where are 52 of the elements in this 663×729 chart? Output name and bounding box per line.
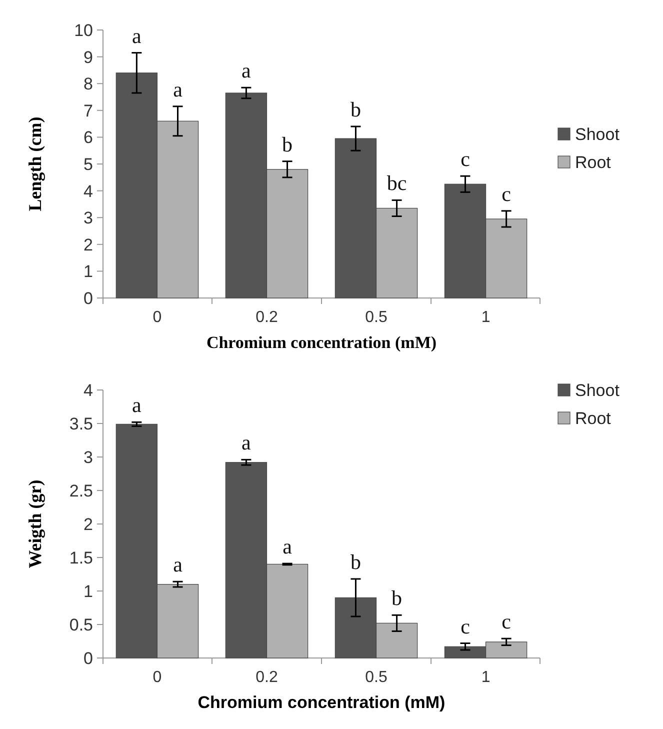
annotation: a [132,393,142,418]
annotation: b [350,97,361,122]
y-tick-label: 2 [84,235,93,254]
annotation: b [350,550,361,574]
annotation: c [502,610,511,634]
y-tick-label: 10 [74,20,93,40]
annotation: c [460,614,470,638]
annotation: b [392,586,402,610]
x-tick-label: 0 [152,309,162,326]
x-tick-label: 0.5 [365,309,388,326]
annotation: a [242,58,252,83]
y-tick-label: 7 [84,101,93,120]
y-tick-label: 1.5 [69,548,93,568]
legend-label: Root [575,152,612,172]
y-axis-title: Length (cm) [25,116,45,212]
y-tick-label: 3 [84,448,93,467]
annotation: c [460,147,470,172]
y-tick-label: 0.5 [69,615,93,634]
annotation: a [132,24,142,48]
y-tick-label: 6 [84,128,93,148]
y-axis-title: Weigth (gr) [25,480,45,568]
annotation: a [173,77,184,102]
annotation: bc [386,171,407,196]
y-tick-label: 3.5 [69,414,93,434]
y-tick-label: 4 [84,380,93,400]
y-tick-label: 0 [84,648,93,668]
y-tick-label: 0 [84,288,93,308]
y-tick-label: 2.5 [69,481,93,500]
y-tick-label: 8 [84,74,93,94]
annotation: b [282,132,293,156]
x-tick-label: 0.5 [365,669,388,686]
y-tick-label: 5 [84,154,93,174]
y-tick-label: 2 [84,514,93,534]
x-tick-label: 0 [152,669,162,686]
x-tick-label: 0.2 [256,669,278,686]
annotation: c [502,182,511,206]
legend-label: Root [575,408,612,428]
y-tick-label: 9 [84,48,93,67]
annotation: a [242,430,252,455]
legend-label: Shoot [575,124,620,144]
annotation: a [173,552,184,577]
y-tick-label: 1 [84,582,93,601]
y-tick-label: 3 [84,208,93,228]
y-tick-label: 1 [84,262,93,282]
x-axis-title: Chromium concentration (mM) [206,333,437,352]
x-tick-label: 0.2 [256,309,278,326]
legend-label: Shoot [575,380,620,400]
x-tick-label: 1 [481,669,490,686]
y-tick-label: 4 [84,182,93,201]
x-tick-label: 1 [481,309,490,326]
x-axis-title: Chromium concentration (mM) [198,693,446,712]
annotation: a [282,534,293,559]
